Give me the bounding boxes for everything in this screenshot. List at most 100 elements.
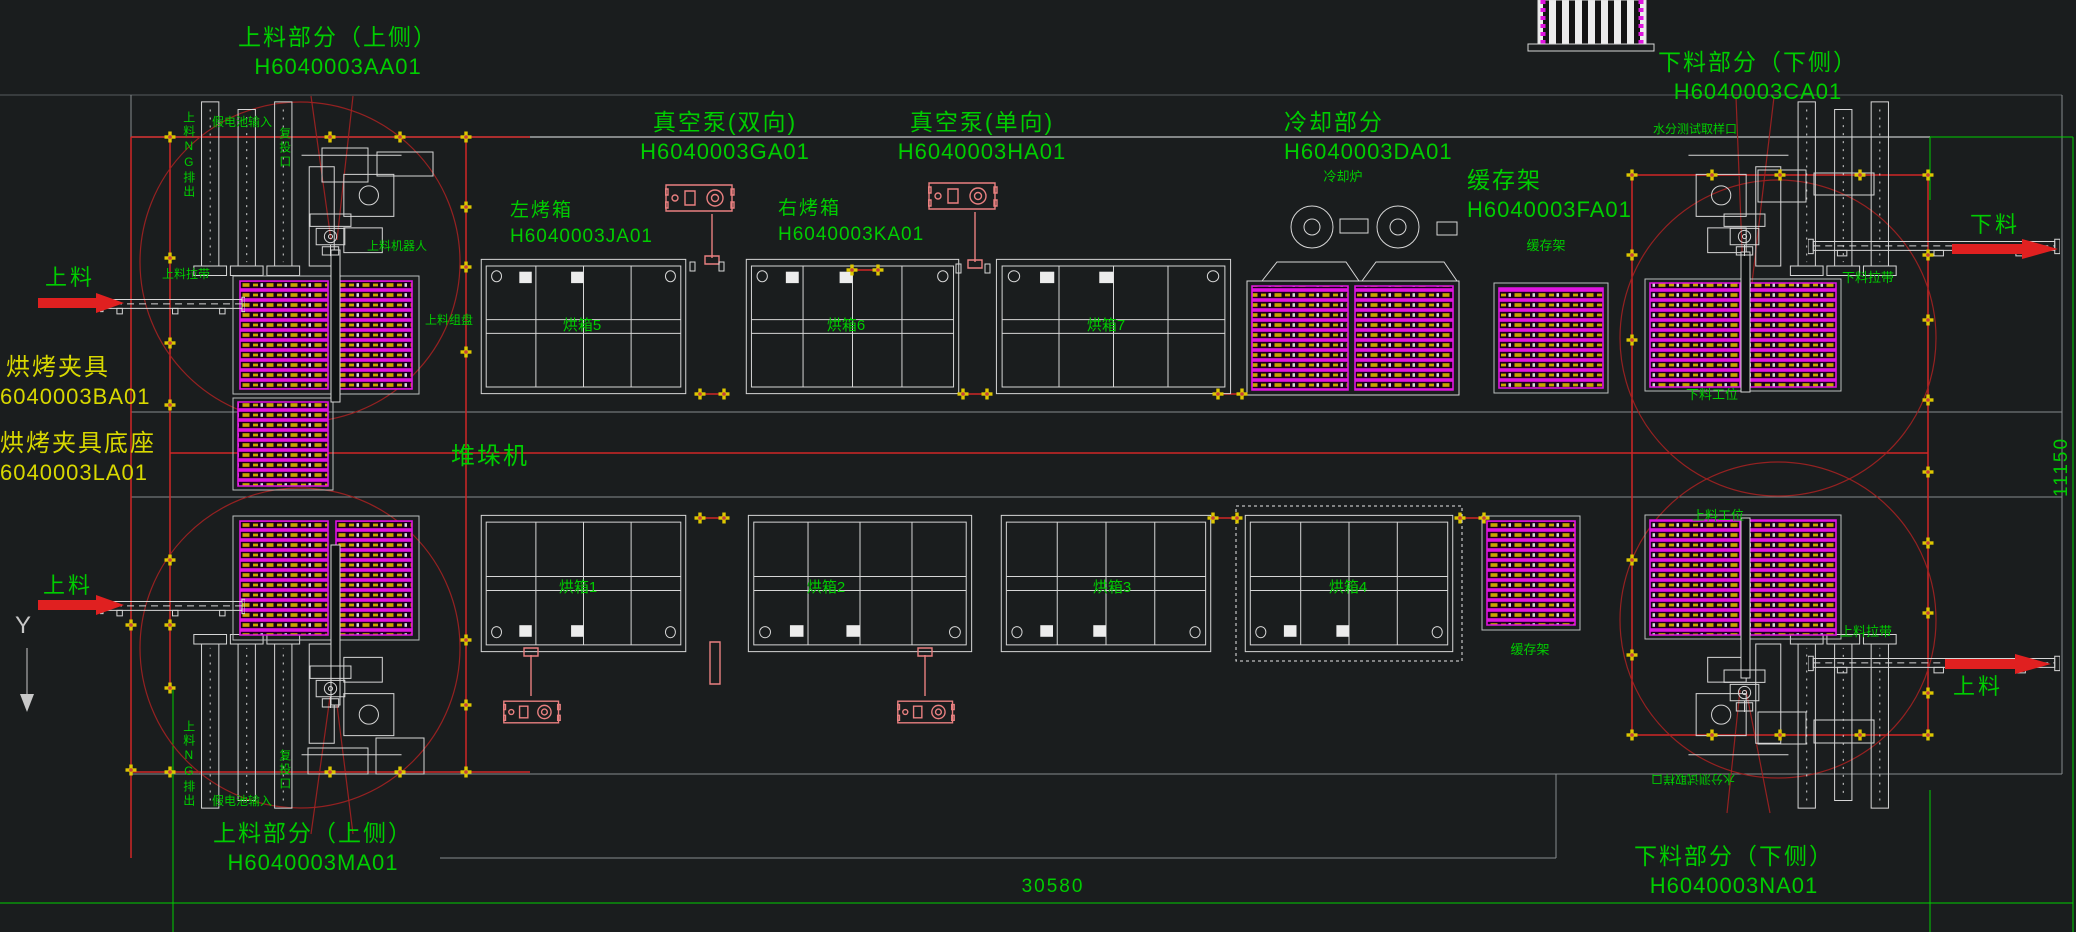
marker-group xyxy=(125,131,1934,778)
flow-arrows xyxy=(38,239,2058,674)
dimension-lines xyxy=(0,137,2073,932)
label-fixture-base-title: 烘烤夹具底座 xyxy=(0,430,156,457)
feed-arrow-bottom-left xyxy=(38,595,124,615)
section-code-vacuum-bidirectional: H6040003GA01 xyxy=(640,139,810,164)
cabinet xyxy=(377,152,433,176)
valve-glyphs xyxy=(690,262,990,273)
label-flow-feed-bottom-left: 上料 xyxy=(42,573,94,598)
rack-stacker xyxy=(238,402,328,486)
vacuum-pump-lower-a xyxy=(503,700,561,724)
rack-discharge-top-right-b xyxy=(1748,283,1836,387)
label-fixture-title: 烘烤夹具 xyxy=(6,354,110,381)
stations xyxy=(192,100,1898,810)
section-code-feed-bottom: H6040003MA01 xyxy=(227,850,399,875)
section-title-cooling: 冷却部分 xyxy=(1284,109,1384,135)
y-axis-icon xyxy=(20,648,34,712)
rack-discharge-top-right-a xyxy=(1650,283,1740,387)
cabinet xyxy=(1814,720,1874,743)
section-title-feed-top: 上料部分（上侧） xyxy=(238,24,438,50)
label-oven-1: 烘箱1 xyxy=(558,579,598,596)
section-title-oven-left: 左烤箱 xyxy=(510,200,574,221)
label-oven-2: 烘箱2 xyxy=(806,579,846,596)
label-flow-discharge-top-right: 下料 xyxy=(1969,212,2021,237)
cabinet xyxy=(1758,712,1806,744)
label-buffer-rack-bottom: 缓存架 xyxy=(1510,642,1550,657)
oven-2-drawing xyxy=(747,514,973,653)
cabinet xyxy=(308,748,368,774)
section-title-oven-right: 右烤箱 xyxy=(778,198,842,219)
section-code-vacuum-unidirectional: H6040003HA01 xyxy=(897,139,1067,164)
feed-conveyor-top-left xyxy=(100,296,245,315)
label-oven-7: 烘箱7 xyxy=(1086,317,1126,334)
label-flow-feed-top-left: 上料 xyxy=(44,265,96,290)
label-feed-robot: 上料机器人 xyxy=(366,239,428,253)
cabinet xyxy=(322,148,368,182)
section-title-vacuum-unidirectional: 真空泵(单向) xyxy=(909,109,1055,135)
oven-row-bottom xyxy=(480,506,1462,661)
section-code-cooling: H6040003DA01 xyxy=(1284,139,1453,164)
label-oven-6: 烘箱6 xyxy=(826,317,866,334)
label-oven-3: 烘箱3 xyxy=(1092,579,1132,596)
vacuum-pump-unidirectional xyxy=(928,182,998,210)
label-oven-5: 烘箱5 xyxy=(562,317,602,334)
label-refeed-port-top: 复投口 xyxy=(277,127,292,169)
label-oven-4: 烘箱4 xyxy=(1328,579,1368,596)
label-feed-ng-out-top: 上料NG排出 xyxy=(181,111,196,199)
rack-feed-top-left-b xyxy=(336,281,412,389)
label-buffer-rack-top: 缓存架 xyxy=(1526,238,1566,253)
cooling-fan xyxy=(1377,206,1419,248)
vacuum-pump-bidirectional xyxy=(665,184,735,212)
section-code-oven-right: H6040003KA01 xyxy=(778,224,925,245)
rack-cooling-b xyxy=(1355,286,1453,390)
label-moisture-test-port-bottom: 水分测试取样口 xyxy=(1650,771,1736,786)
rack-discharge-bottom-right-b xyxy=(1748,520,1836,635)
cooling-unit xyxy=(1247,206,1459,395)
oven-4-dashed-outline xyxy=(1236,506,1462,661)
rack-feed-bottom-left-a xyxy=(240,521,328,635)
rack-cooling-a xyxy=(1252,286,1348,390)
vacuum-pumps xyxy=(503,182,998,724)
feed-conveyor-bottom-left xyxy=(100,598,245,617)
label-feed-belt-bottom-right: 上料拉带 xyxy=(1839,624,1893,639)
label-fixture-code: 6040003BA01 xyxy=(0,384,151,409)
section-title-feed-bottom: 上料部分（上侧） xyxy=(213,820,413,846)
section-code-oven-left: H6040003JA01 xyxy=(510,226,653,247)
rack-feed-bottom-left-b xyxy=(336,521,412,635)
feed-arrow-bottom-right xyxy=(1945,654,2051,674)
cabinet xyxy=(1758,170,1806,202)
rack-discharge-bottom-right-a xyxy=(1650,520,1740,635)
rack-feed-top-left-a xyxy=(240,281,328,389)
fixture-racks xyxy=(238,281,1836,635)
label-discharge-belt: 下料拉带 xyxy=(1841,270,1895,285)
buffer-racks xyxy=(1482,283,1608,630)
section-code-feed-top: H6040003AA01 xyxy=(254,54,422,79)
label-fixture-base-code: 6040003LA01 xyxy=(0,460,149,485)
label-dummy-battery-in-top: 假电池输入 xyxy=(211,115,273,129)
section-code-discharge-top: H6040003CA01 xyxy=(1673,79,1843,104)
y-axis-label: Y xyxy=(15,612,32,639)
rack-buffer-top xyxy=(1499,288,1603,388)
feed-arrow-top-left xyxy=(38,293,124,313)
label-feed-station: 上料工位 xyxy=(1692,508,1745,523)
label-flow-feed-bottom-right: 上料 xyxy=(1952,674,2004,699)
label-refeed-port-bottom: 复投口 xyxy=(277,749,292,791)
label-moisture-test-port-top: 水分测试取样口 xyxy=(1652,122,1738,136)
label-dummy-battery-in-bottom: 假电池输入 xyxy=(211,794,273,808)
discharge-arrow-top-right xyxy=(1952,239,2058,259)
dimension-overall-height: 11150 xyxy=(2051,436,2072,497)
robot-reach-arcs xyxy=(140,96,1936,834)
label-cooling-furnace: 冷却炉 xyxy=(1323,169,1363,184)
cabinet xyxy=(1814,173,1874,195)
cooling-fan xyxy=(1291,206,1333,248)
label-feed-ng-out-bottom: 上料NG排出 xyxy=(181,720,196,808)
label-discharge-station: 下料工位 xyxy=(1686,387,1739,402)
rack-buffer-bottom xyxy=(1487,521,1575,625)
section-code-discharge-bottom: H6040003NA01 xyxy=(1649,873,1819,898)
section-title-discharge-top: 下料部分（下侧） xyxy=(1658,49,1858,75)
label-feed-belt-top-left: 上料拉带 xyxy=(161,267,211,281)
label-stacker: 堆垛机 xyxy=(451,443,529,470)
vacuum-pump-lower-b xyxy=(897,700,955,724)
section-code-buffer: H6040003FA01 xyxy=(1467,197,1632,222)
